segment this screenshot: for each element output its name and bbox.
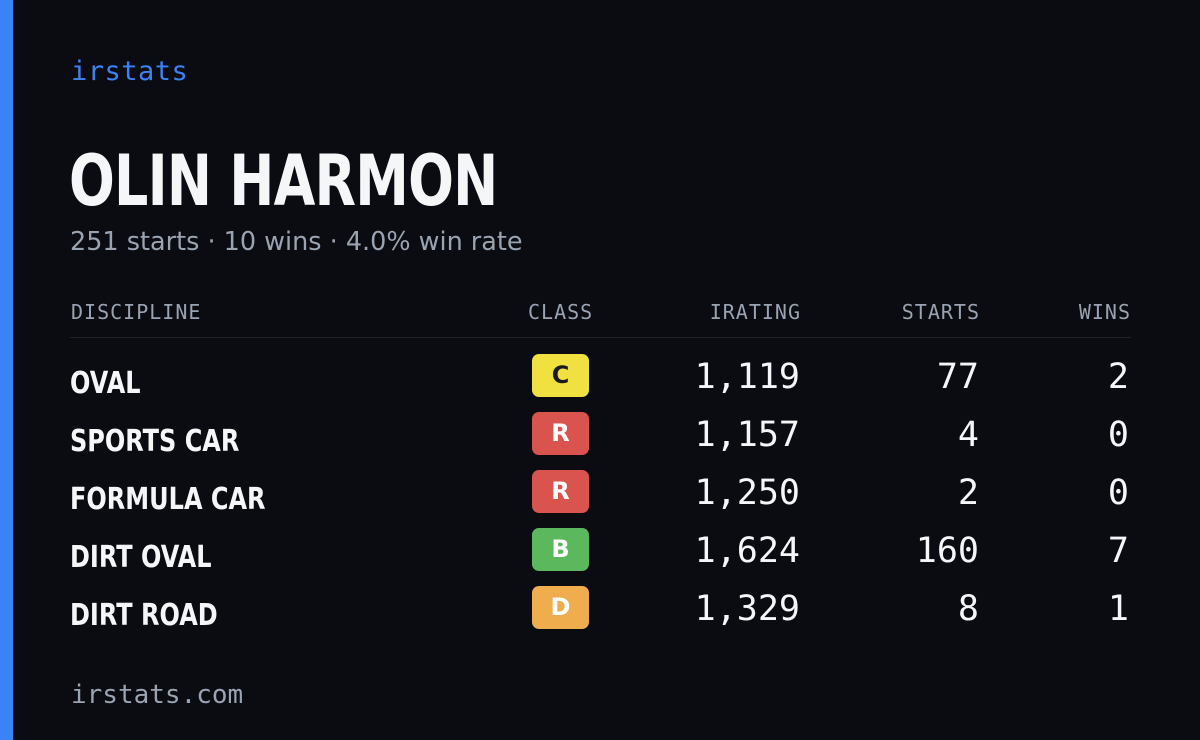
header-discipline: DISCIPLINE [71, 300, 202, 324]
discipline-label: DIRT ROAD [70, 598, 218, 633]
irating-value: 1,250 [694, 473, 800, 513]
wins-value: 0 [1107, 415, 1129, 455]
driver-summary: 251 starts · 10 wins · 4.0% win rate [70, 227, 523, 257]
license-class-badge: B [532, 528, 589, 571]
license-class-badge: R [532, 412, 589, 455]
brand-logo-text: irstats [71, 56, 189, 87]
discipline-label: OVAL [70, 366, 141, 401]
table-row: DIRT ROAD D 1,329 8 1 [70, 584, 1131, 642]
footer-url: irstats.com [71, 680, 244, 710]
table-row: SPORTS CAR R 1,157 4 0 [70, 410, 1131, 468]
discipline-label: SPORTS CAR [70, 424, 240, 459]
table-row: OVAL C 1,119 77 2 [70, 352, 1131, 410]
license-class-badge: R [532, 470, 589, 513]
wins-value: 2 [1107, 357, 1129, 397]
wins-value: 0 [1107, 473, 1129, 513]
starts-value: 2 [957, 473, 979, 513]
header-starts: STARTS [901, 300, 980, 324]
irating-value: 1,157 [694, 415, 800, 455]
discipline-label: FORMULA CAR [70, 482, 266, 517]
license-class-badge: D [532, 586, 589, 629]
irating-value: 1,624 [694, 531, 800, 571]
starts-value: 160 [915, 531, 979, 571]
stats-table-body: OVAL C 1,119 77 2 SPORTS CAR R 1,157 4 0… [70, 352, 1131, 642]
driver-name: OLIN HARMON [69, 140, 498, 222]
starts-value: 4 [957, 415, 979, 455]
table-row: DIRT OVAL B 1,624 160 7 [70, 526, 1131, 584]
header-wins: WINS [1078, 300, 1131, 324]
irating-value: 1,119 [694, 357, 800, 397]
table-row: FORMULA CAR R 1,250 2 0 [70, 468, 1131, 526]
table-header: DISCIPLINE CLASS IRATING STARTS WINS [70, 300, 1131, 338]
accent-bar [0, 0, 13, 740]
license-class-badge: C [532, 354, 589, 397]
starts-value: 8 [957, 589, 979, 629]
header-irating: IRATING [709, 300, 801, 324]
header-class: CLASS [528, 300, 594, 324]
starts-value: 77 [936, 357, 979, 397]
discipline-label: DIRT OVAL [70, 540, 212, 575]
irating-value: 1,329 [694, 589, 800, 629]
wins-value: 1 [1107, 589, 1129, 629]
wins-value: 7 [1107, 531, 1129, 571]
